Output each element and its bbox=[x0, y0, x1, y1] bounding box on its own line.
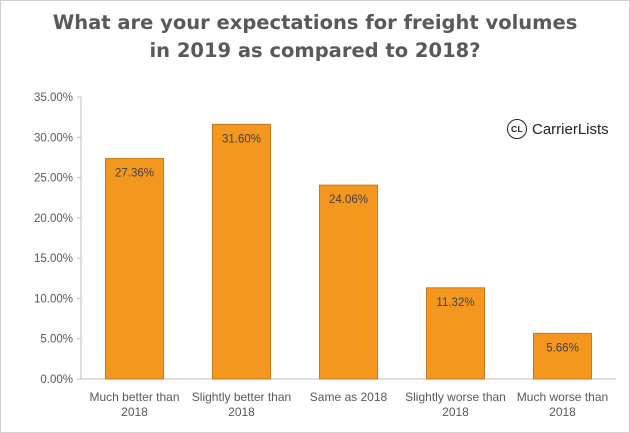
chart-title-line-2: in 2019 as compared to 2018? bbox=[149, 39, 481, 62]
data-label: 11.32% bbox=[436, 297, 474, 309]
bar bbox=[426, 287, 485, 380]
y-tick-label: 0.00% bbox=[40, 374, 73, 386]
chart-title-line-1: What are your expectations for freight v… bbox=[52, 11, 578, 34]
x-tick-label: Slightly better than bbox=[192, 390, 291, 404]
x-tick-label: Much better than bbox=[89, 390, 179, 404]
x-tick-label: Much worse than bbox=[517, 390, 608, 404]
x-tick-label: Same as 2018 bbox=[310, 390, 388, 404]
bar bbox=[212, 123, 271, 380]
x-tick-label: 2018 bbox=[549, 405, 576, 419]
y-tick-label: 35.00% bbox=[34, 92, 73, 104]
data-label: 5.66% bbox=[546, 342, 579, 354]
bar bbox=[105, 158, 164, 380]
y-tick-label: 10.00% bbox=[34, 293, 73, 305]
bar bbox=[533, 332, 592, 380]
y-tick-label: 25.00% bbox=[34, 173, 73, 185]
bar bbox=[319, 184, 378, 380]
x-tick-label: Slightly worse than bbox=[405, 390, 506, 404]
data-label: 31.60% bbox=[222, 133, 261, 145]
y-tick-label: 30.00% bbox=[34, 132, 73, 144]
y-tick-label: 5.00% bbox=[40, 334, 73, 346]
logo-name: CarrierLists bbox=[532, 120, 609, 138]
y-tick-label: 15.00% bbox=[34, 253, 73, 265]
carrierlists-logo: CL CarrierLists bbox=[507, 119, 609, 139]
x-tick-label: 2018 bbox=[442, 405, 469, 419]
x-tick-label: 2018 bbox=[228, 405, 255, 419]
y-tick-label: 20.00% bbox=[34, 213, 73, 225]
chart-title: What are your expectations for freight v… bbox=[1, 9, 629, 65]
data-label: 27.36% bbox=[115, 168, 154, 180]
logo-mark-icon: CL bbox=[507, 119, 527, 139]
data-label: 24.06% bbox=[329, 194, 368, 206]
x-tick-label: 2018 bbox=[121, 405, 148, 419]
